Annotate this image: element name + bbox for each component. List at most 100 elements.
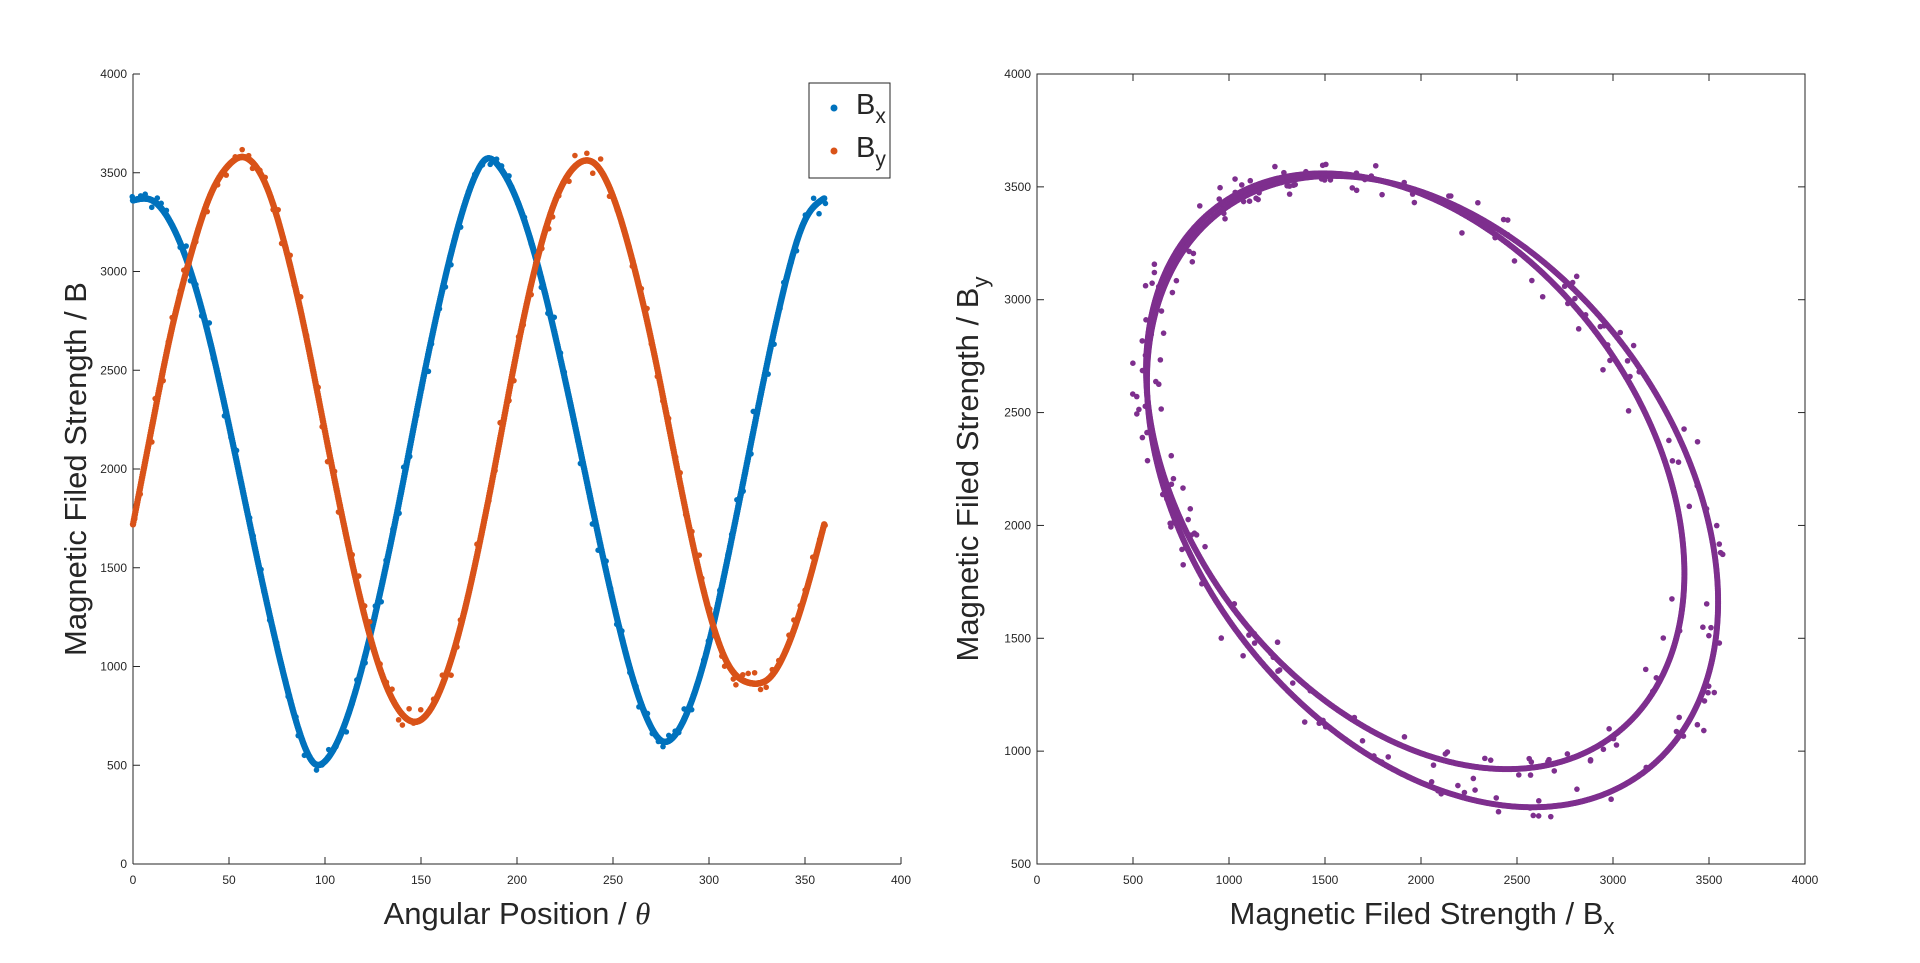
- data-point: [345, 541, 351, 548]
- data-point: [707, 606, 713, 612]
- data-point: [1694, 438, 1701, 445]
- data-point: [775, 657, 782, 664]
- data-point: [629, 263, 636, 270]
- data-point: [406, 453, 413, 460]
- data-point: [584, 150, 590, 157]
- data-point: [293, 714, 299, 720]
- data-point: [165, 339, 172, 345]
- data-point: [137, 193, 144, 199]
- data-point: [448, 672, 454, 678]
- data-point: [597, 156, 604, 162]
- data-point: [1535, 813, 1542, 819]
- data-point: [606, 193, 613, 200]
- data-point: [1706, 632, 1712, 639]
- data-point: [1379, 191, 1385, 198]
- data-point: [452, 235, 459, 242]
- data-point: [694, 682, 700, 688]
- data-point: [295, 732, 302, 739]
- data-point: [232, 154, 239, 160]
- data-point: [1694, 721, 1701, 728]
- data-point: [187, 277, 194, 284]
- data-point: [665, 732, 672, 739]
- data-point: [567, 403, 574, 410]
- data-point: [1608, 796, 1614, 803]
- data-point: [1435, 788, 1441, 794]
- data-point: [148, 204, 155, 211]
- data-point: [1708, 624, 1714, 631]
- data-point: [362, 660, 368, 666]
- legend: Bx By: [808, 82, 891, 179]
- data-point: [154, 195, 161, 201]
- left-y-tick-label: 3500: [100, 166, 127, 180]
- right-y-tick-label: 2500: [1004, 406, 1031, 420]
- left-marks: [129, 146, 829, 773]
- data-point: [810, 195, 817, 202]
- data-point: [689, 528, 695, 535]
- data-point: [492, 467, 498, 474]
- data-point: [152, 395, 158, 402]
- data-point: [1173, 277, 1180, 284]
- data-point: [308, 359, 315, 366]
- data-point: [696, 552, 703, 558]
- left-y-tick-label: 2000: [100, 462, 127, 476]
- data-point: [396, 510, 402, 517]
- data-point: [676, 729, 682, 736]
- data-point: [297, 294, 304, 300]
- data-point: [589, 521, 596, 527]
- legend-label-by-base: B: [856, 132, 875, 164]
- left-x-axis-title: Angular Position / θ: [384, 896, 651, 931]
- data-point: [603, 558, 609, 564]
- right-y-tick-label: 3500: [1004, 180, 1031, 194]
- data-point: [434, 694, 441, 701]
- data-point: [677, 469, 683, 476]
- data-point: [538, 284, 545, 291]
- data-point: [246, 515, 253, 521]
- data-point: [442, 284, 449, 290]
- data-point: [1359, 738, 1366, 744]
- data-point: [1601, 323, 1607, 329]
- data-point: [198, 313, 205, 319]
- left-ticks: 0 50 100 150 200 250 300 350 4000500100015002000…: [100, 67, 911, 887]
- data-point: [660, 743, 666, 750]
- data-point: [425, 708, 432, 715]
- data-point: [480, 522, 487, 529]
- data-point: [1716, 640, 1723, 646]
- data-point: [1144, 429, 1150, 436]
- data-point: [1472, 787, 1478, 793]
- data-point: [1705, 683, 1712, 689]
- data-point: [1681, 426, 1687, 432]
- left-x-tick-label: 400: [891, 873, 911, 887]
- left-y-tick-label: 1500: [100, 561, 127, 575]
- data-point: [331, 468, 338, 475]
- data-point: [169, 314, 175, 321]
- data-point: [131, 516, 138, 522]
- left-x-axis-title-text: Angular Position /: [384, 896, 636, 931]
- data-point: [633, 683, 639, 689]
- data-point: [1694, 482, 1701, 489]
- data-point: [638, 285, 645, 292]
- data-point: [1202, 543, 1208, 550]
- data-point: [349, 551, 356, 558]
- data-point: [223, 172, 230, 178]
- data-point: [520, 322, 527, 328]
- data-point: [521, 214, 528, 221]
- data-point: [555, 192, 562, 199]
- data-point: [627, 669, 633, 676]
- data-point: [383, 679, 390, 686]
- right-y-tick-label: 3000: [1004, 293, 1031, 307]
- data-point: [793, 247, 800, 254]
- data-point: [479, 162, 486, 168]
- left-x-tick-label: 350: [795, 873, 815, 887]
- legend-label-bx-sub: x: [875, 105, 886, 128]
- data-point: [301, 752, 308, 759]
- data-point: [1322, 724, 1329, 730]
- data-point: [474, 541, 480, 547]
- right-x-tick-label: 4000: [1792, 873, 1819, 887]
- data-point: [788, 259, 794, 266]
- data-point: [1385, 754, 1392, 760]
- data-point: [1527, 805, 1533, 811]
- data-point: [158, 200, 164, 207]
- left-x-tick-label: 0: [130, 873, 137, 887]
- data-point: [355, 573, 362, 579]
- data-point: [410, 720, 417, 726]
